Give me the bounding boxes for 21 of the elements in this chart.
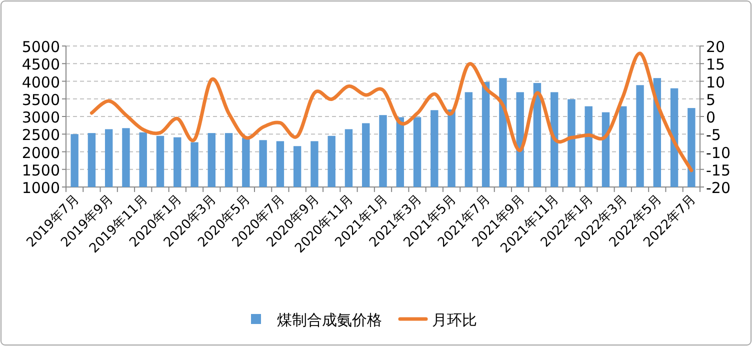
y2-tick-label: 15 xyxy=(706,56,726,74)
y-tick-label: 2500 xyxy=(22,126,60,144)
y-tick-label: 2000 xyxy=(22,144,60,162)
y2-tick-label: 10 xyxy=(706,73,726,92)
y2-tick-label: -5 xyxy=(706,126,721,144)
y2-tick-label: 0 xyxy=(706,108,716,126)
y-tick-label: 1500 xyxy=(22,161,60,180)
line-series xyxy=(90,52,694,172)
y2-tick-label: -10 xyxy=(706,144,730,162)
y-tick-label: 5000 xyxy=(22,38,60,56)
y2-tick-label: 20 xyxy=(706,38,726,56)
y-tick-label: 3000 xyxy=(22,108,60,126)
y2-tick-label: -15 xyxy=(706,161,730,180)
y-tick-label: 4500 xyxy=(22,56,60,74)
legend-label: 月环比 xyxy=(432,311,477,329)
y-tick-label: 4000 xyxy=(22,73,60,92)
y2-tick-label: -20 xyxy=(706,179,730,197)
y-tick-label: 3500 xyxy=(22,90,60,109)
y2-tick-label: 5 xyxy=(706,90,716,109)
y-tick-label: 1000 xyxy=(22,179,60,197)
legend-label: 煤制合成氨价格 xyxy=(277,311,382,329)
